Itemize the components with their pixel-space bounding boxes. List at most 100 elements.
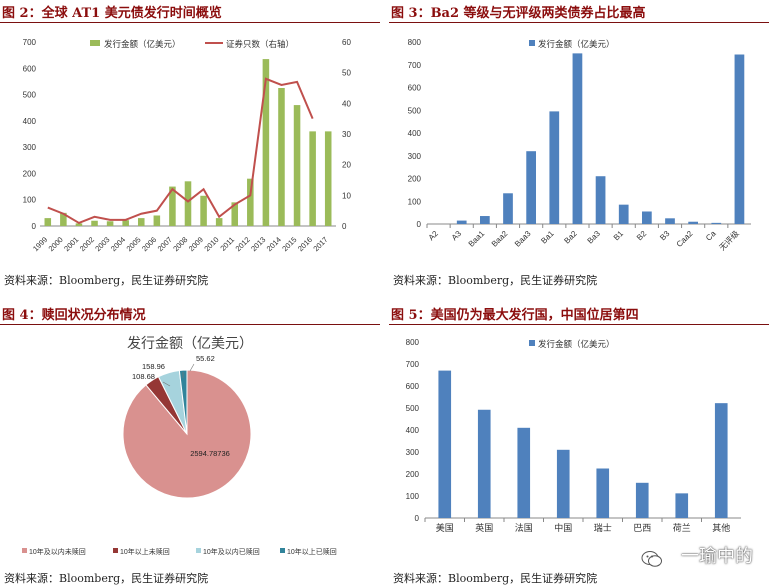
bar-issuance-2014	[278, 88, 285, 226]
figure-4-panel: 图 4：赎回状况分布情况 发行金额（亿美元） 2594.78736 108.68 15…	[0, 302, 380, 588]
bar-issuance-2017	[324, 131, 332, 226]
x-tick-label: 2004	[109, 235, 127, 253]
pie-title: 发行金额（亿美元）	[127, 335, 253, 351]
bar-其他	[714, 403, 728, 518]
y-left-tick-label: 700	[23, 38, 37, 47]
y-tick-label: 200	[408, 175, 422, 184]
x-tick-label: 其他	[712, 522, 730, 533]
bar-issuance-2004	[122, 220, 129, 226]
figure-3-title: 图 3：Ba2 等级与无评级两类债券占比最高	[391, 6, 646, 21]
leader-line	[162, 381, 171, 387]
bar-英国	[477, 409, 491, 518]
bar-issuance-2007	[169, 186, 176, 226]
bar-issuance-2010	[215, 218, 223, 226]
figure-2-panel: 图 2：全球 AT1 美元债发行时间概览 0 100 200 300 400 500 600…	[0, 0, 380, 292]
bar-B1	[618, 204, 629, 224]
bar-Ba2	[572, 53, 583, 224]
x-tick-label: 美国	[436, 522, 454, 533]
y-left-tick-label: 300	[23, 143, 37, 152]
legend-label-issuance: 发行金额（亿美元）	[104, 39, 181, 49]
figure-2-source: 资料来源：Bloomberg，民生证券研究院	[4, 274, 209, 287]
y-tick-label: 500	[408, 106, 422, 115]
bar-A3	[456, 220, 467, 224]
x-tick-label: 2014	[265, 235, 283, 253]
pie-data-label: 55.62	[196, 354, 215, 363]
bar-Baa3	[526, 151, 537, 224]
y-tick-label: 600	[406, 382, 420, 391]
y-left-tick-label: 400	[23, 117, 37, 126]
legend-swatch	[529, 40, 535, 46]
bar-issuance-1999	[44, 218, 52, 226]
bar-Ba3	[595, 176, 606, 224]
bar-巴西	[635, 482, 649, 518]
line-security-count	[47, 77, 314, 225]
watermark-text: 一瑜中的	[681, 546, 753, 567]
y-right-tick-label: 0	[342, 222, 347, 231]
figure-5-title-bar: 图 5：美国仍为最大发行国，中国位居第四	[389, 302, 769, 325]
legend-label: 10年以上未赎回	[120, 547, 170, 556]
x-tick-label: Caa2	[675, 229, 695, 249]
bar-issuance-2003	[106, 221, 114, 226]
x-tick-label: A3	[450, 229, 464, 243]
y-tick-label: 0	[417, 220, 422, 229]
x-tick-label: Ca	[704, 229, 718, 243]
y-tick-label: 700	[408, 61, 422, 70]
bar-无评级	[734, 54, 745, 225]
bar-B3	[665, 218, 675, 224]
figure-2-title-bar: 图 2：全球 AT1 美元债发行时间概览	[0, 0, 380, 23]
x-tick-label: B2	[635, 229, 649, 243]
x-tick-label: 2001	[62, 235, 80, 253]
figure-4-source: 资料来源：Bloomberg，民生证券研究院	[4, 572, 209, 585]
figure-3-panel: 图 3：Ba2 等级与无评级两类债券占比最高 0 100 200 300 400 500 6…	[389, 0, 769, 292]
x-tick-label: 2015	[280, 235, 298, 253]
wechat-icon	[641, 551, 662, 567]
y-right-tick-label: 50	[342, 69, 351, 78]
x-tick-label: 中国	[554, 522, 572, 533]
x-tick-label: Ba2	[562, 229, 579, 246]
x-tick-label: 英国	[475, 522, 493, 533]
x-tick-label: 2009	[187, 235, 205, 253]
y-left-tick-label: 600	[23, 64, 37, 73]
legend-swatch-1	[113, 548, 118, 553]
x-tick-label: 1999	[31, 235, 49, 253]
x-tick-label: 荷兰	[673, 522, 691, 533]
figure-4-title-bar: 图 4：赎回状况分布情况	[0, 302, 380, 325]
bar-issuance-2008	[184, 181, 192, 226]
y-left-tick-label: 0	[32, 222, 37, 231]
bar-issuance-2001	[75, 223, 83, 226]
bar-issuance-2005	[137, 218, 145, 226]
y-tick-label: 200	[406, 470, 420, 479]
bar-B2	[641, 211, 652, 224]
x-tick-label: 巴西	[633, 523, 651, 533]
figure-5-panel: 图 5：美国仍为最大发行国，中国位居第四 0 100 200 300 400 500 600…	[389, 302, 769, 588]
y-right-tick-label: 30	[342, 130, 351, 139]
figure-3-source: 资料来源：Bloomberg，民生证券研究院	[393, 274, 598, 287]
y-left-tick-label: 200	[23, 169, 37, 178]
y-left-tick-label: 500	[23, 91, 37, 100]
y-tick-label: 300	[406, 448, 420, 457]
bar-中国	[556, 449, 570, 518]
x-tick-label: Ba3	[586, 229, 603, 246]
x-tick-label: 2000	[47, 235, 65, 253]
bar-issuance-2002	[91, 220, 98, 226]
y-tick-label: 700	[406, 360, 420, 369]
bar-issuance-2000	[60, 212, 67, 226]
x-tick-label: 法国	[515, 522, 533, 533]
x-tick-label: 2007	[156, 235, 174, 253]
x-tick-label: 2003	[93, 235, 111, 253]
bar-issuance-2016	[309, 131, 316, 226]
pie-data-label: 2594.78736	[190, 449, 230, 458]
y-right-tick-label: 20	[342, 161, 351, 170]
legend-label-count: 证券只数（右轴）	[226, 39, 294, 49]
figure-3-chart: 0 100 200 300 400 500 600 700 800 A2 A3 Baa1 Baa2 Baa…	[408, 38, 751, 252]
bar-法国	[517, 427, 531, 518]
bar-issuance-2015	[293, 105, 301, 226]
x-tick-label: 2013	[249, 235, 267, 253]
x-tick-label: 2005	[125, 235, 143, 253]
legend-label: 10年及以内未赎回	[29, 547, 86, 556]
x-tick-label: 2016	[296, 235, 314, 253]
legend-label: 发行金额（亿美元）	[538, 39, 615, 49]
bar-issuance-2011	[231, 202, 239, 226]
legend-label: 10年及以内已赎回	[203, 547, 260, 556]
